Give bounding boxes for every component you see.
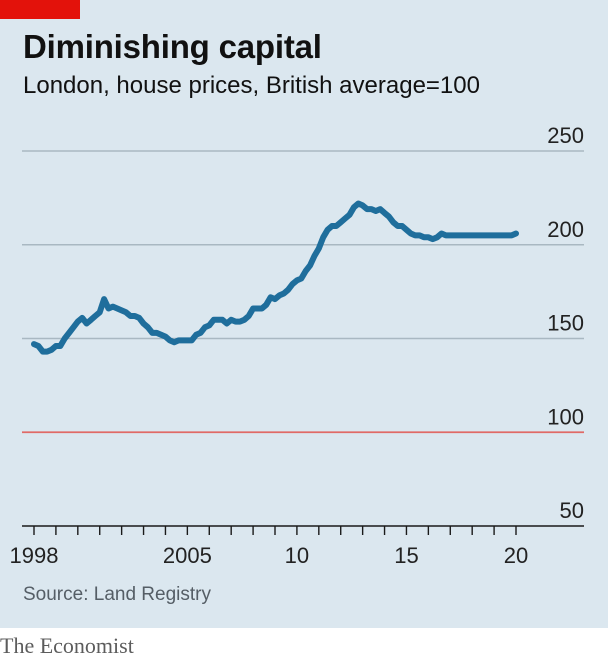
x-tick-label-2005: 2005 <box>163 543 212 568</box>
x-tick-label-15: 15 <box>394 543 418 568</box>
source-note: Source: Land Registry <box>23 584 211 605</box>
x-tick-label-1998: 1998 <box>10 543 59 568</box>
y-tick-label-250: 250 <box>547 123 584 148</box>
chart-title: Diminishing capital <box>23 28 322 65</box>
series-line-0 <box>31 200 519 355</box>
y-tick-label-150: 150 <box>547 311 584 336</box>
brand-red-tab <box>0 0 80 19</box>
series-group <box>31 200 519 355</box>
publisher-name: The Economist <box>0 633 134 658</box>
x-axis-tick-labels: 1998 2005 10 15 20 <box>10 543 529 568</box>
gridlines <box>22 150 584 527</box>
line-chart: 50 100 150 200 250 1998 2005 10 15 20 <box>10 123 584 568</box>
x-axis <box>33 526 517 535</box>
y-tick-label-100: 100 <box>547 404 584 429</box>
chart-panel: Diminishing capital London, house prices… <box>0 0 608 628</box>
x-tick-label-10: 10 <box>285 543 309 568</box>
y-tick-label-50: 50 <box>560 498 584 523</box>
x-tick-label-20: 20 <box>504 543 528 568</box>
chart-subtitle: London, house prices, British average=10… <box>23 72 480 99</box>
y-tick-label-200: 200 <box>547 217 584 242</box>
y-axis-tick-labels: 50 100 150 200 250 <box>547 123 584 523</box>
